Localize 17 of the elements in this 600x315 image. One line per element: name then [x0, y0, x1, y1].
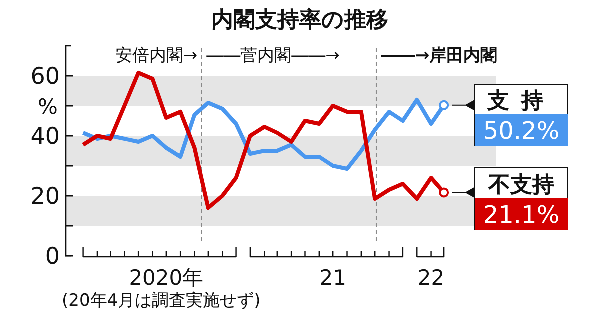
text: (20年4月は調査実施せず): [62, 291, 261, 311]
y-tick-label: 40: [30, 124, 60, 150]
x-tick-label: 21: [320, 266, 346, 290]
y-axis-title: %: [38, 95, 58, 119]
series-label: 不支持: [488, 173, 554, 198]
x-tick-label: 22: [418, 266, 445, 290]
data-label: 50.2%: [483, 117, 560, 145]
chart-title: 内閣支持率の推移: [212, 7, 388, 33]
y-tick-label: 60: [30, 64, 60, 90]
x-tick-label: 2020年: [129, 266, 204, 290]
data-label: 21.1%: [483, 201, 560, 229]
y-tick-label: 0: [45, 244, 60, 270]
y-tick-label: 20: [30, 184, 60, 210]
annotation: 安倍内閣→: [115, 46, 198, 66]
annotation: ――→岸田内閣: [381, 46, 498, 66]
annotation: ――菅内閣――→: [206, 46, 340, 66]
series-label: 支持: [486, 89, 556, 114]
